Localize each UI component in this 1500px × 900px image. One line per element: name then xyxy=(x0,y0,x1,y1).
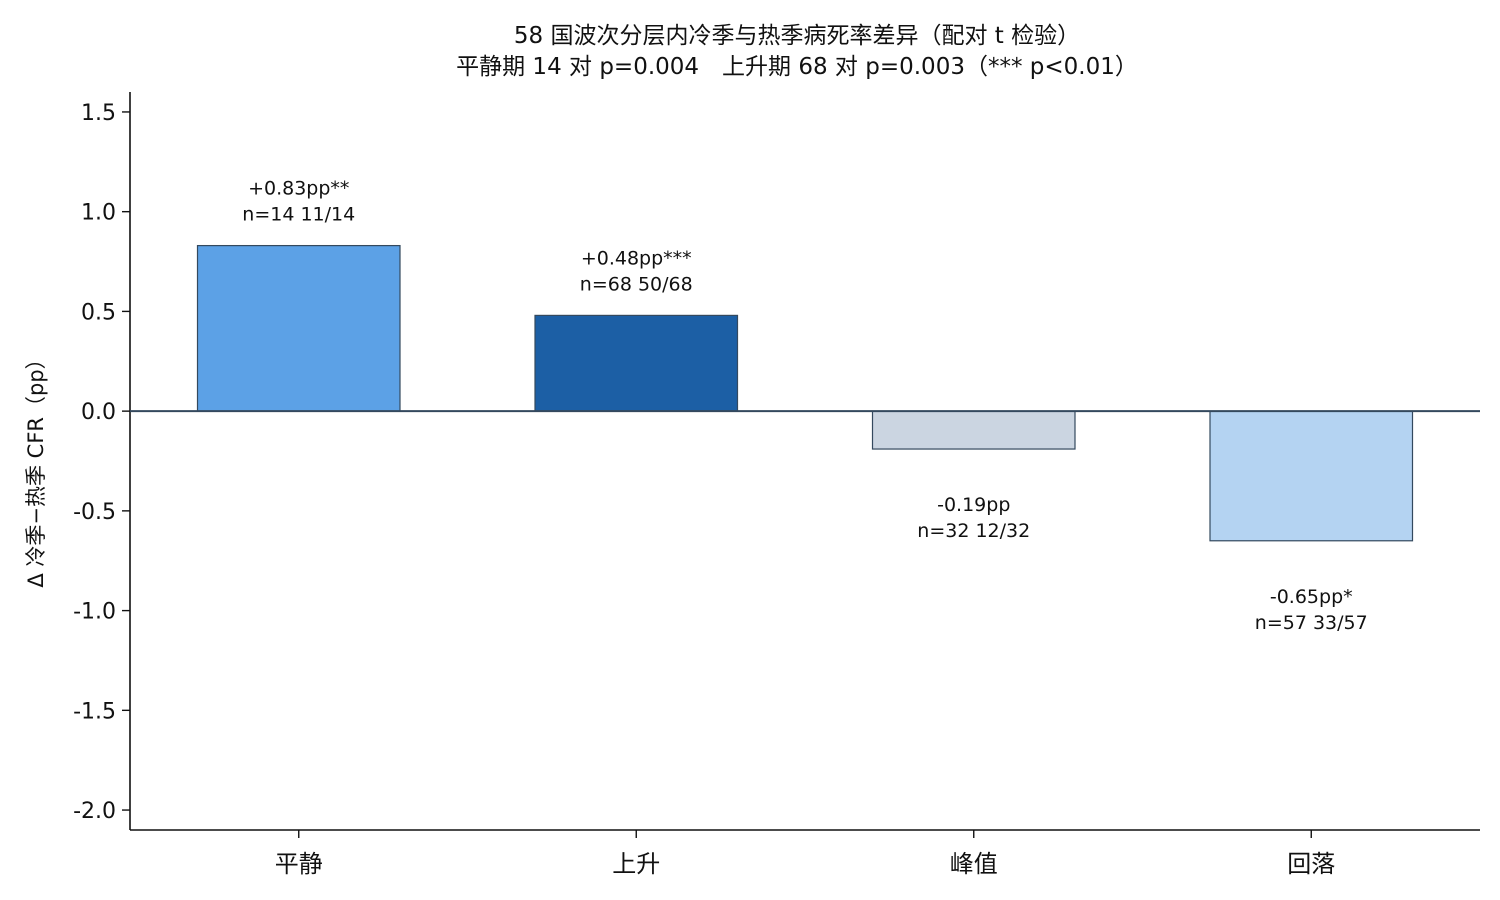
data-label-count: n=32 12/32 xyxy=(917,520,1030,542)
data-label-count: n=68 50/68 xyxy=(580,273,693,295)
bar-峰值 xyxy=(871,410,1076,450)
data-label-count: n=57 33/57 xyxy=(1255,612,1368,634)
data-label-value: -0.19pp xyxy=(937,494,1010,516)
y-tick-label: -0.5 xyxy=(73,500,116,525)
y-tick-label: 0.5 xyxy=(81,300,116,325)
y-tick-label: -2.0 xyxy=(73,799,116,824)
x-tick-label: 峰值 xyxy=(950,850,998,878)
bar-回落 xyxy=(1209,410,1414,542)
x-tick-label: 回落 xyxy=(1287,850,1335,878)
bar-上升 xyxy=(534,314,739,412)
data-label-value: -0.65pp* xyxy=(1270,586,1353,608)
y-tick-label: 1.0 xyxy=(81,201,116,226)
y-tick-label: 0.0 xyxy=(81,400,116,425)
data-label-value: +0.83pp** xyxy=(248,178,349,200)
chart-title: 58 国波次分层内冷季与热季病死率差异（配对 t 检验） xyxy=(514,23,1080,49)
y-tick-label: -1.0 xyxy=(73,600,116,625)
y-axis-label: Δ 冷季−热季 CFR（pp） xyxy=(24,348,48,587)
bar-平静 xyxy=(196,244,401,412)
chart-subtitle: 平静期 14 对 p=0.004 上升期 68 对 p=0.003（*** p<… xyxy=(456,54,1138,80)
x-tick-label: 上升 xyxy=(612,850,660,878)
data-label-value: +0.48pp*** xyxy=(581,247,692,269)
plot-area: 1.5 1.0 0.5 0.0 -0.5 -1.0 -1.5 -2.0 平静 上升 峰值 回落 +0.8… xyxy=(73,92,1480,878)
y-tick-label: -1.5 xyxy=(73,699,116,724)
y-tick-label: 1.5 xyxy=(81,101,116,126)
data-label-count: n=14 11/14 xyxy=(242,204,355,226)
x-tick-label: 平静 xyxy=(275,850,323,878)
